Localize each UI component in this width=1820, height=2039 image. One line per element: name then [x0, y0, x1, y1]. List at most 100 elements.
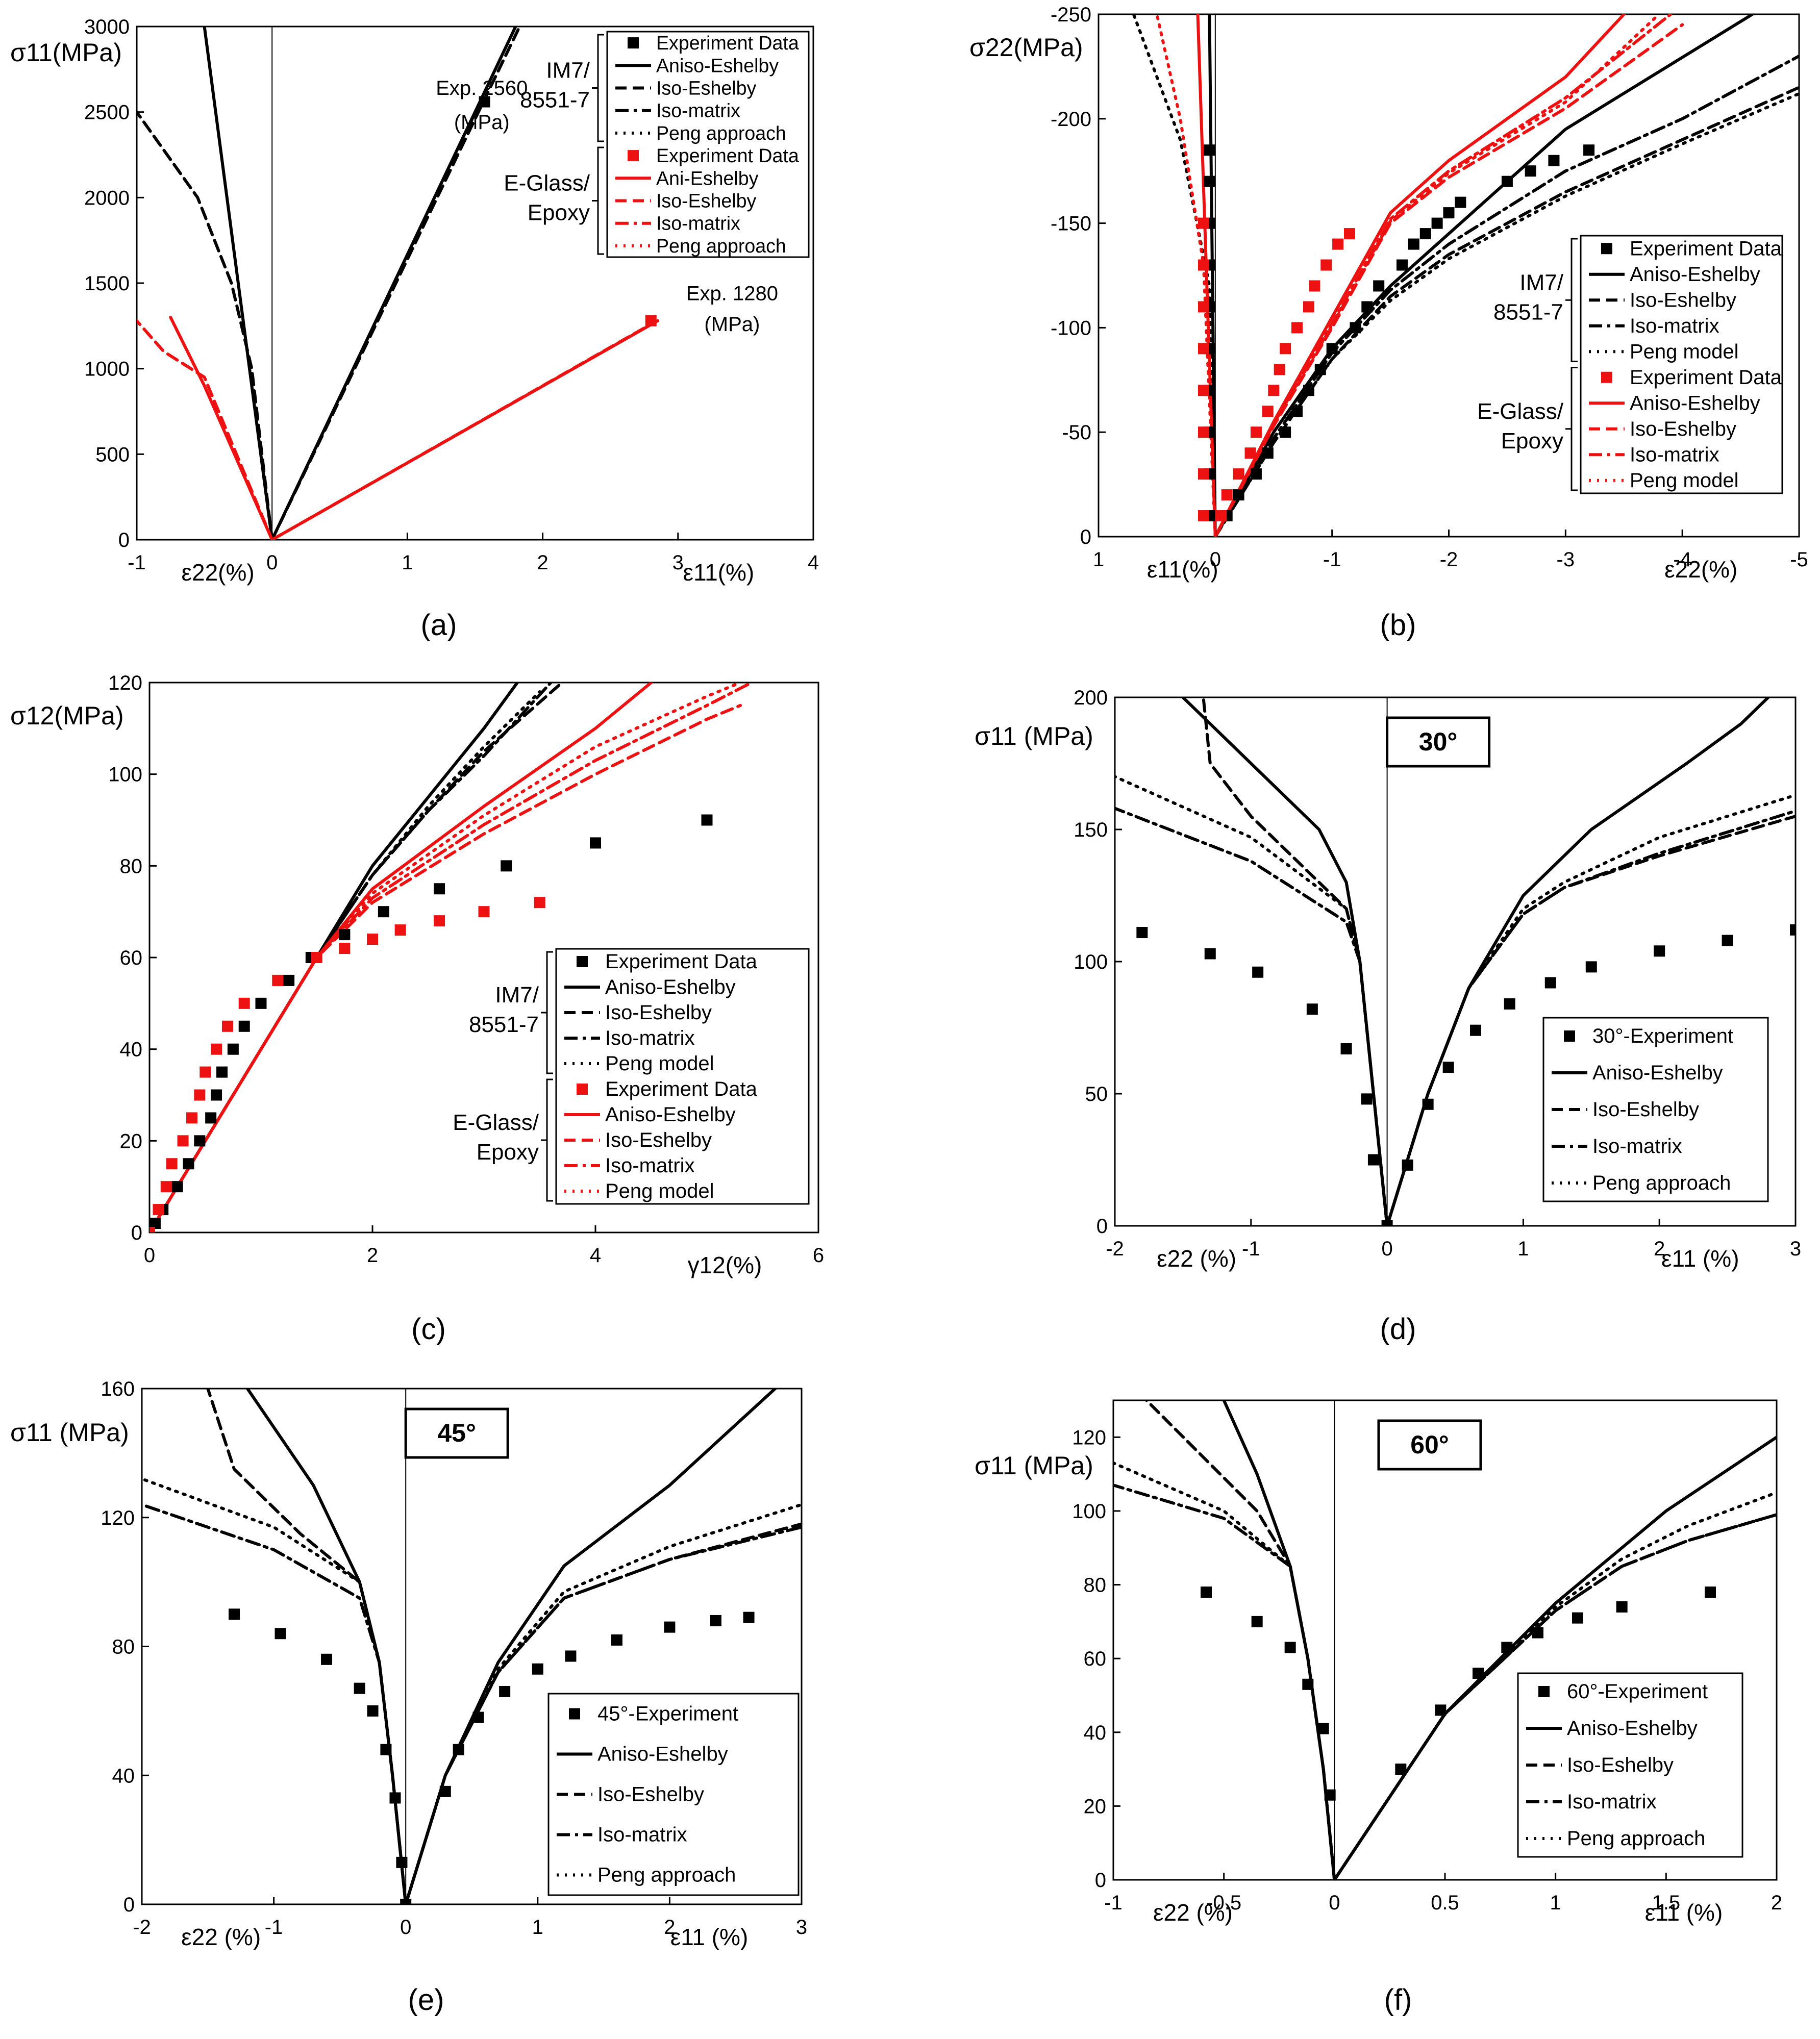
series-line-7 [1115, 807, 1389, 1226]
series-line-4 [404, 1503, 802, 1904]
plot-area [1113, 1400, 1777, 1880]
data-point [1320, 259, 1332, 271]
data-point [1280, 343, 1291, 355]
data-point [1284, 1642, 1296, 1653]
legend-label: Iso-matrix [1592, 1135, 1682, 1157]
legend-bracket [541, 1078, 553, 1202]
bracket-label: E-Glass/ [1477, 399, 1563, 424]
series-line-3 [1213, 54, 1799, 537]
y-tick-label: 80 [120, 855, 143, 877]
data-point [701, 814, 713, 826]
legend-marker [1601, 243, 1612, 255]
legend-label: Iso-Eshelby [656, 78, 756, 99]
series-line-4 [1385, 793, 1796, 1226]
y-tick-label: 0 [118, 529, 130, 551]
data-point [1408, 238, 1419, 250]
legend-marker [569, 1708, 580, 1720]
data-point [710, 1615, 721, 1626]
data-point [1244, 447, 1256, 459]
data-point [1198, 343, 1209, 355]
legend-label: Aniso-Eshelby [1592, 1062, 1723, 1084]
y-axis-label: σ11(MPa) [10, 38, 122, 67]
legend-label: Iso-matrix [1630, 315, 1719, 337]
legend-label: Experiment Data [1630, 237, 1782, 260]
data-point [275, 1628, 286, 1640]
data-point [453, 1744, 464, 1755]
legend-bracket [592, 146, 604, 255]
series-line-9 [1208, 14, 1217, 537]
y-tick-label: 1000 [84, 358, 130, 381]
data-point [177, 1135, 189, 1147]
data-point [1324, 1789, 1336, 1801]
data-point [1722, 935, 1733, 946]
data-point [1422, 1098, 1434, 1110]
legend-label: Aniso-Eshelby [1567, 1717, 1698, 1740]
legend-label: 30°-Experiment [1592, 1025, 1733, 1047]
legend-label: Peng model [605, 1052, 714, 1075]
series-line-8 [1213, 14, 1661, 537]
y-tick-label: 0 [123, 1894, 135, 1916]
series-line-12 [1155, 14, 1217, 537]
data-point [1233, 468, 1244, 480]
x-tick-label: -4 [1673, 548, 1691, 571]
x-tick-label: 1 [532, 1916, 543, 1939]
data-point [1198, 385, 1209, 396]
bracket-label: Epoxy [477, 1140, 539, 1165]
data-point [1280, 426, 1291, 438]
x-tick-label: 4 [808, 551, 819, 574]
data-point [1501, 1642, 1513, 1653]
x-tick-label: 0 [266, 551, 278, 574]
data-point [1262, 406, 1274, 417]
x-tick-label: 1 [1093, 548, 1104, 571]
x-tick-label: -2 [1106, 1238, 1124, 1260]
data-point [255, 997, 267, 1009]
data-point [478, 906, 490, 918]
series-line-7 [1213, 14, 1673, 537]
data-point [339, 943, 351, 954]
y-tick-label: 40 [112, 1765, 135, 1787]
data-point [1548, 155, 1560, 166]
data-point [1790, 924, 1796, 936]
legend-label: Iso-Eshelby [605, 1001, 712, 1024]
data-point [1504, 998, 1515, 1010]
data-point [743, 1612, 755, 1623]
data-point [590, 837, 601, 849]
legend-label: Experiment Data [605, 950, 758, 973]
data-point [238, 1020, 250, 1032]
data-point [534, 897, 545, 909]
bracket-label: E-Glass/ [504, 171, 590, 196]
chart-panel-5: 0 40 80 120 160 -2 -1 0 1 2 3 σ11 (MPa) ε22 (%) ε11 (… [10, 1378, 807, 1950]
x-axis-label-right: ε11(%) [683, 559, 754, 586]
data-point [194, 1089, 206, 1101]
data-point [1309, 280, 1320, 292]
y-tick-label: -100 [1051, 317, 1091, 339]
data-point [1291, 406, 1303, 417]
series-line-4 [1333, 1491, 1777, 1880]
data-point [1419, 228, 1431, 240]
series-line-3 [404, 1525, 802, 1904]
data-point [565, 1650, 577, 1662]
y-tick-label: 0 [1095, 1869, 1106, 1892]
data-point [1317, 1723, 1329, 1734]
y-tick-label: 120 [108, 672, 142, 694]
data-point [1583, 144, 1595, 156]
x-tick-label: 0 [1381, 1238, 1392, 1260]
annotation: (MPa) [454, 111, 510, 134]
x-axis-label-left: ε22 (%) [181, 1924, 261, 1950]
x-axis-label-right: ε11 (%) [670, 1924, 749, 1950]
data-point [1198, 217, 1209, 229]
legend-label: Aniso-Eshelby [1630, 263, 1760, 286]
plot-area [1132, 14, 1799, 537]
data-point [380, 1744, 392, 1755]
data-point [479, 96, 490, 108]
x-tick-label: 6 [813, 1244, 824, 1267]
legend-box [1542, 1017, 1769, 1202]
legend-label: Peng approach [597, 1864, 736, 1886]
legend-label: 60°-Experiment [1567, 1680, 1708, 1703]
x-tick-label: 1.5 [1652, 1892, 1681, 1914]
data-point [1250, 468, 1262, 480]
data-point [1268, 385, 1280, 396]
legend-bracket [1565, 238, 1578, 362]
data-point [1201, 1587, 1212, 1598]
data-point [389, 1792, 401, 1804]
